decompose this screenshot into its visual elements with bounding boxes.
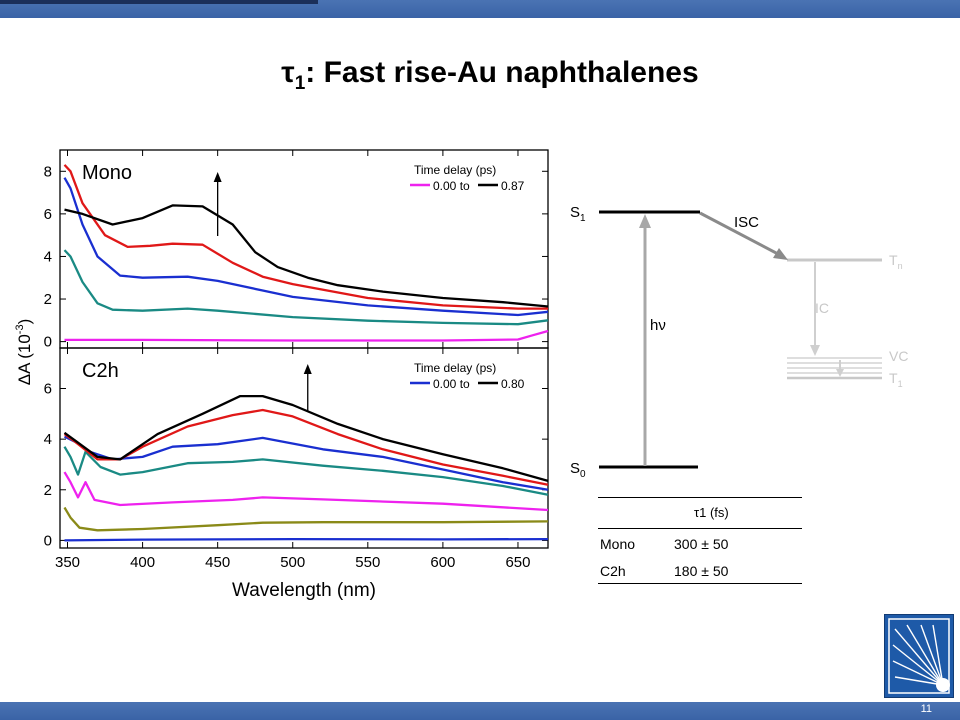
- x-tick-label: 600: [430, 554, 455, 571]
- x-axis-label: Wavelength (nm): [232, 580, 376, 601]
- x-tick-label: 450: [205, 554, 230, 571]
- hv-label: hν: [650, 317, 666, 334]
- x-tick-label: 500: [280, 554, 305, 571]
- legend-to: 0.80: [501, 377, 525, 391]
- table-cell-name: C2h: [600, 563, 626, 579]
- rise-arrow-head: [213, 172, 222, 182]
- x-tick-label: 400: [130, 554, 155, 571]
- y-tick-label: 0: [44, 532, 52, 549]
- series-line-black: [64, 204, 549, 308]
- s0-label: S0: [570, 460, 586, 480]
- isc-arrow: [699, 211, 779, 256]
- plot-frame-C2h: [59, 347, 549, 549]
- legend-to: 0.87: [501, 179, 525, 193]
- energy-diagram: S1 S0 ISC hν Tn IC VC T1: [570, 204, 908, 480]
- panel-label: C2h: [82, 360, 119, 382]
- table-row: C2h 180 ± 50: [598, 556, 802, 584]
- table-header: τ1 (fs): [598, 497, 802, 529]
- series-line-magenta: [63, 471, 549, 512]
- lifetime-table: τ1 (fs) Mono 300 ± 50 C2h 180 ± 50: [598, 497, 802, 584]
- slide-title: τ1: Fast rise-Au naphthalenes: [281, 56, 699, 94]
- page-number: 11: [920, 703, 932, 715]
- x-tick-label: 550: [355, 554, 380, 571]
- table-cell-value: 180 ± 50: [674, 563, 729, 579]
- rise-arrow-head: [303, 364, 312, 374]
- series-line-blue: [63, 177, 549, 317]
- panel-label: Mono: [82, 162, 132, 184]
- y-tick-label: 8: [44, 163, 52, 180]
- y-tick-label: 0: [44, 334, 52, 351]
- series-line-red: [63, 164, 548, 310]
- tn-label: Tn: [889, 252, 903, 271]
- vc-label: VC: [889, 348, 908, 364]
- series-line-red: [63, 408, 549, 486]
- t1-label: T1: [889, 370, 903, 389]
- top-bar-accent: [0, 0, 318, 4]
- t1-levels: [787, 357, 882, 380]
- series-line-teal: [63, 249, 549, 326]
- series-line-magenta: [64, 329, 549, 342]
- ic-label: IC: [815, 300, 829, 316]
- legend-title: Time delay (ps): [414, 361, 496, 375]
- y-tick-label: 6: [44, 206, 52, 223]
- series-line-teal: [63, 446, 549, 496]
- x-tick-label: 650: [505, 554, 530, 571]
- isc-label: ISC: [734, 214, 759, 231]
- institution-logo: [884, 614, 954, 698]
- top-bar: [0, 0, 960, 18]
- y-tick-label: 6: [44, 381, 52, 398]
- y-tick-label: 4: [44, 431, 52, 448]
- table-cell-value: 300 ± 50: [674, 536, 729, 552]
- y-tick-label: 2: [44, 291, 52, 308]
- series-line-blue: [64, 537, 549, 542]
- legend-title: Time delay (ps): [414, 163, 496, 177]
- s1-label: S1: [570, 204, 586, 224]
- x-tick-label: 350: [55, 554, 80, 571]
- sunburst-logo-icon: [888, 618, 950, 694]
- table-cell-name: Mono: [600, 536, 636, 552]
- series-line-black: [63, 394, 549, 483]
- bottom-bar: [0, 702, 960, 720]
- y-tick-label: 4: [44, 248, 52, 265]
- y-tick-label: 2: [44, 482, 52, 499]
- y-axis-label: ΔA (10-3): [14, 319, 34, 386]
- series-line-olive: [63, 506, 549, 532]
- legend-from: 0.00 to: [433, 179, 470, 193]
- table-row: Mono 300 ± 50: [598, 529, 802, 556]
- legend-from: 0.00 to: [433, 377, 470, 391]
